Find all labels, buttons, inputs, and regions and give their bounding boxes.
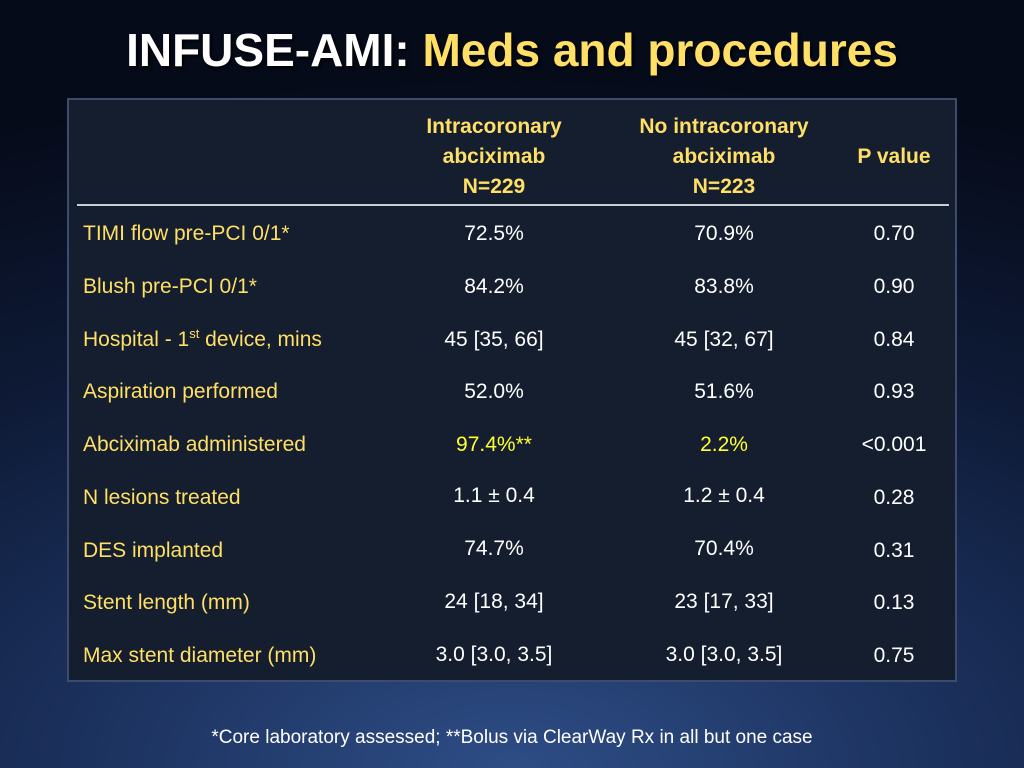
value-p: 0.93 xyxy=(873,380,915,403)
footnote: *Core laboratory assessed; **Bolus via C… xyxy=(211,727,813,748)
value-no-intracoronary: 45 [32, 67] xyxy=(674,328,774,351)
value-no-intracoronary: 23 [17, 33] xyxy=(674,590,774,613)
value-p: 0.84 xyxy=(873,328,915,351)
row-label-superscript: st xyxy=(189,326,200,341)
row-label: Stent length (mm) xyxy=(83,591,250,614)
value-no-intracoronary: 70.4% xyxy=(694,537,754,560)
title-part-1: INFUSE-AMI: xyxy=(126,24,410,76)
header-line: abciximab xyxy=(672,145,776,168)
value-p: 0.31 xyxy=(873,539,915,562)
data-table: Intracoronary abciximab N=229 No intraco… xyxy=(67,98,957,682)
slide-title: INFUSE-AMI: Meds and procedures xyxy=(0,22,1024,78)
header-no-intracoronary-abciximab: No intracoronary abciximab N=223 xyxy=(612,112,836,202)
value-no-intracoronary: 3.0 [3.0, 3.5] xyxy=(665,643,783,666)
value-p: 0.28 xyxy=(873,486,915,509)
row-label-part: device, mins xyxy=(199,328,322,351)
row-label: Max stent diameter (mm) xyxy=(83,644,317,667)
header-line: N=223 xyxy=(692,175,756,198)
header-intracoronary-abciximab: Intracoronary abciximab N=229 xyxy=(387,112,601,202)
value-no-intracoronary: 1.2 ± 0.4 xyxy=(683,484,765,507)
value-no-intracoronary: 83.8% xyxy=(694,275,754,298)
value-intracoronary: 1.1 ± 0.4 xyxy=(453,484,535,507)
value-intracoronary: 45 [35, 66] xyxy=(444,328,544,351)
row-label: Abciximab administered xyxy=(83,433,306,456)
row-label: TIMI flow pre-PCI 0/1* xyxy=(83,222,290,245)
header-line: No intracoronary xyxy=(639,115,809,138)
value-p: 0.70 xyxy=(873,222,915,245)
value-p: <0.001 xyxy=(861,433,927,456)
value-intracoronary: 52.0% xyxy=(464,380,524,403)
value-no-intracoronary: 70.9% xyxy=(694,222,754,245)
row-label: DES implanted xyxy=(83,539,224,562)
header-p-value: P value xyxy=(834,142,954,172)
header-line: N=229 xyxy=(462,175,526,198)
row-label: Hospital - 1st device, mins xyxy=(83,325,322,355)
value-intracoronary: 74.7% xyxy=(464,537,524,560)
value-intracoronary-highlighted: 97.4%** xyxy=(456,433,532,456)
value-intracoronary: 3.0 [3.0, 3.5] xyxy=(435,643,553,666)
row-label: Aspiration performed xyxy=(83,380,278,403)
value-no-intracoronary: 51.6% xyxy=(694,380,754,403)
row-label-part: Hospital - 1 xyxy=(83,328,190,351)
value-intracoronary: 72.5% xyxy=(464,222,524,245)
value-p: 0.75 xyxy=(873,644,915,667)
header-line: abciximab xyxy=(442,145,546,168)
title-part-2: Meds and procedures xyxy=(422,24,898,76)
header-line: P value xyxy=(857,145,931,168)
value-p: 0.13 xyxy=(873,591,915,614)
row-label: N lesions treated xyxy=(83,486,241,509)
header-line: Intracoronary xyxy=(426,115,562,138)
value-p: 0.90 xyxy=(873,275,915,298)
value-intracoronary: 84.2% xyxy=(464,275,524,298)
header-divider xyxy=(77,204,949,206)
value-no-intracoronary-highlighted: 2.2% xyxy=(700,433,748,456)
value-intracoronary: 24 [18, 34] xyxy=(444,590,544,613)
row-label: Blush pre-PCI 0/1* xyxy=(83,275,257,298)
